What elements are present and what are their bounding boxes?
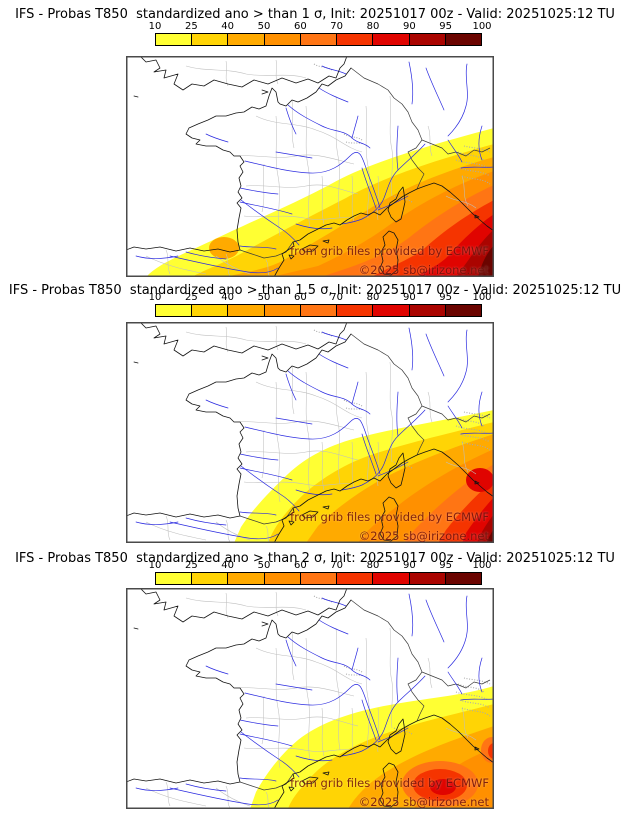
- colorbar-tick-label: 95: [439, 21, 453, 32]
- watermark-copyright: ©2025 sb@irizone.net: [358, 795, 489, 809]
- colorbar-tick-label: 70: [330, 21, 344, 32]
- colorbar-tick-label: 10: [148, 292, 162, 303]
- colorbar-tick-label: 80: [366, 560, 380, 571]
- panel-title: IFS - Probas T850 standardized ano > tha…: [8, 283, 622, 298]
- colorbar-cell: [264, 305, 301, 316]
- colorbar-tick-label: 95: [439, 560, 453, 571]
- colorbar-cell: [156, 573, 193, 584]
- colorbar-cell: [192, 573, 229, 584]
- colorbar-cell: [373, 34, 410, 45]
- colorbar-cell: [300, 573, 338, 584]
- colorbar-cell: [156, 34, 193, 45]
- colorbar-tick-label: 60: [293, 292, 307, 303]
- colorbar-gradient: [155, 304, 482, 317]
- colorbar-tick-label: 60: [293, 560, 307, 571]
- colorbar-tick-label: 100: [472, 21, 492, 32]
- colorbar-tick-label: 100: [472, 560, 492, 571]
- colorbar-tick-label: 80: [366, 292, 380, 303]
- colorbar-gradient: [155, 572, 482, 585]
- colorbar-tick-label: 70: [330, 292, 344, 303]
- colorbar-tick-label: 70: [330, 560, 344, 571]
- panel-sigma-2: IFS - Probas T850 standardized ano > tha…: [0, 532, 630, 809]
- colorbar-cell: [156, 305, 193, 316]
- watermark-copyright: ©2025 sb@irizone.net: [358, 529, 489, 543]
- watermark: from grib files provided by ECMWF ©2025 …: [126, 776, 489, 809]
- probability-overlay: [250, 686, 494, 809]
- colorbar-cell: [373, 305, 410, 316]
- colorbar-cell: [373, 573, 410, 584]
- colorbar-tick-label: 90: [402, 560, 416, 571]
- colorbar-tick-label: 90: [402, 21, 416, 32]
- colorbar-cell: [445, 34, 481, 45]
- panel-title: IFS - Probas T850 standardized ano > tha…: [15, 551, 615, 566]
- probability-overlay: [146, 128, 494, 277]
- colorbar-cell: [337, 573, 374, 584]
- map-area: from grib files provided by ECMWF ©2025 …: [126, 56, 494, 277]
- probability-colorbar: 10 25 40 50 60 70 80 90 95 100: [149, 560, 492, 585]
- colorbar-tick-label: 100: [472, 292, 492, 303]
- colorbar-tick-label: 90: [402, 292, 416, 303]
- colorbar-cell: [264, 573, 301, 584]
- colorbar-tick-label: 50: [257, 21, 271, 32]
- colorbar-cell: [228, 34, 265, 45]
- colorbar-tick-label: 50: [257, 560, 271, 571]
- colorbar-tick-label: 25: [184, 21, 198, 32]
- colorbar-cell: [192, 34, 229, 45]
- watermark-ecmwf: from grib files provided by ECMWF: [290, 244, 489, 258]
- probability-colorbar: 10 25 40 50 60 70 80 90 95 100: [149, 292, 492, 317]
- colorbar-cell: [300, 34, 338, 45]
- colorbar-cell: [228, 573, 265, 584]
- colorbar-tick-label: 40: [221, 21, 235, 32]
- colorbar-gradient: [155, 33, 482, 46]
- colorbar-tick-label: 10: [148, 21, 162, 32]
- colorbar-cell: [445, 573, 481, 584]
- colorbar-tick-label: 80: [366, 21, 380, 32]
- colorbar-cell: [228, 305, 265, 316]
- watermark: from grib files provided by ECMWF ©2025 …: [126, 510, 489, 543]
- panel-title: IFS - Probas T850 standardized ano > tha…: [15, 7, 615, 22]
- colorbar-cell: [409, 305, 446, 316]
- colorbar-cell: [409, 573, 446, 584]
- colorbar-tick-label: 25: [184, 292, 198, 303]
- colorbar-cell: [337, 305, 374, 316]
- colorbar-tick-label: 25: [184, 560, 198, 571]
- colorbar-cell: [264, 34, 301, 45]
- map-svg: [126, 322, 494, 543]
- colorbar-tick-label: 60: [293, 21, 307, 32]
- probability-colorbar: 10 25 40 50 60 70 80 90 95 100: [149, 21, 492, 46]
- panel-sigma-1-5: IFS - Probas T850 standardized ano > tha…: [0, 266, 630, 543]
- colorbar-tick-label: 50: [257, 292, 271, 303]
- colorbar-tick-label: 95: [439, 292, 453, 303]
- colorbar-cell: [300, 305, 338, 316]
- colorbar-tick-label: 40: [221, 560, 235, 571]
- colorbar-cell: [445, 305, 481, 316]
- panel-sigma-1: IFS - Probas T850 standardized ano > tha…: [0, 0, 630, 277]
- watermark-ecmwf: from grib files provided by ECMWF: [290, 510, 489, 524]
- map-svg: [126, 588, 494, 809]
- colorbar-cell: [409, 34, 446, 45]
- map-area: from grib files provided by ECMWF ©2025 …: [126, 588, 494, 809]
- colorbar-cell: [192, 305, 229, 316]
- map-svg: [126, 56, 494, 277]
- map-area: from grib files provided by ECMWF ©2025 …: [126, 322, 494, 543]
- colorbar-cell: [337, 34, 374, 45]
- probability-overlay: [234, 410, 494, 543]
- watermark: from grib files provided by ECMWF ©2025 …: [126, 244, 489, 277]
- watermark-ecmwf: from grib files provided by ECMWF: [290, 776, 489, 790]
- colorbar-tick-label: 40: [221, 292, 235, 303]
- watermark-copyright: ©2025 sb@irizone.net: [358, 263, 489, 277]
- colorbar-tick-label: 10: [148, 560, 162, 571]
